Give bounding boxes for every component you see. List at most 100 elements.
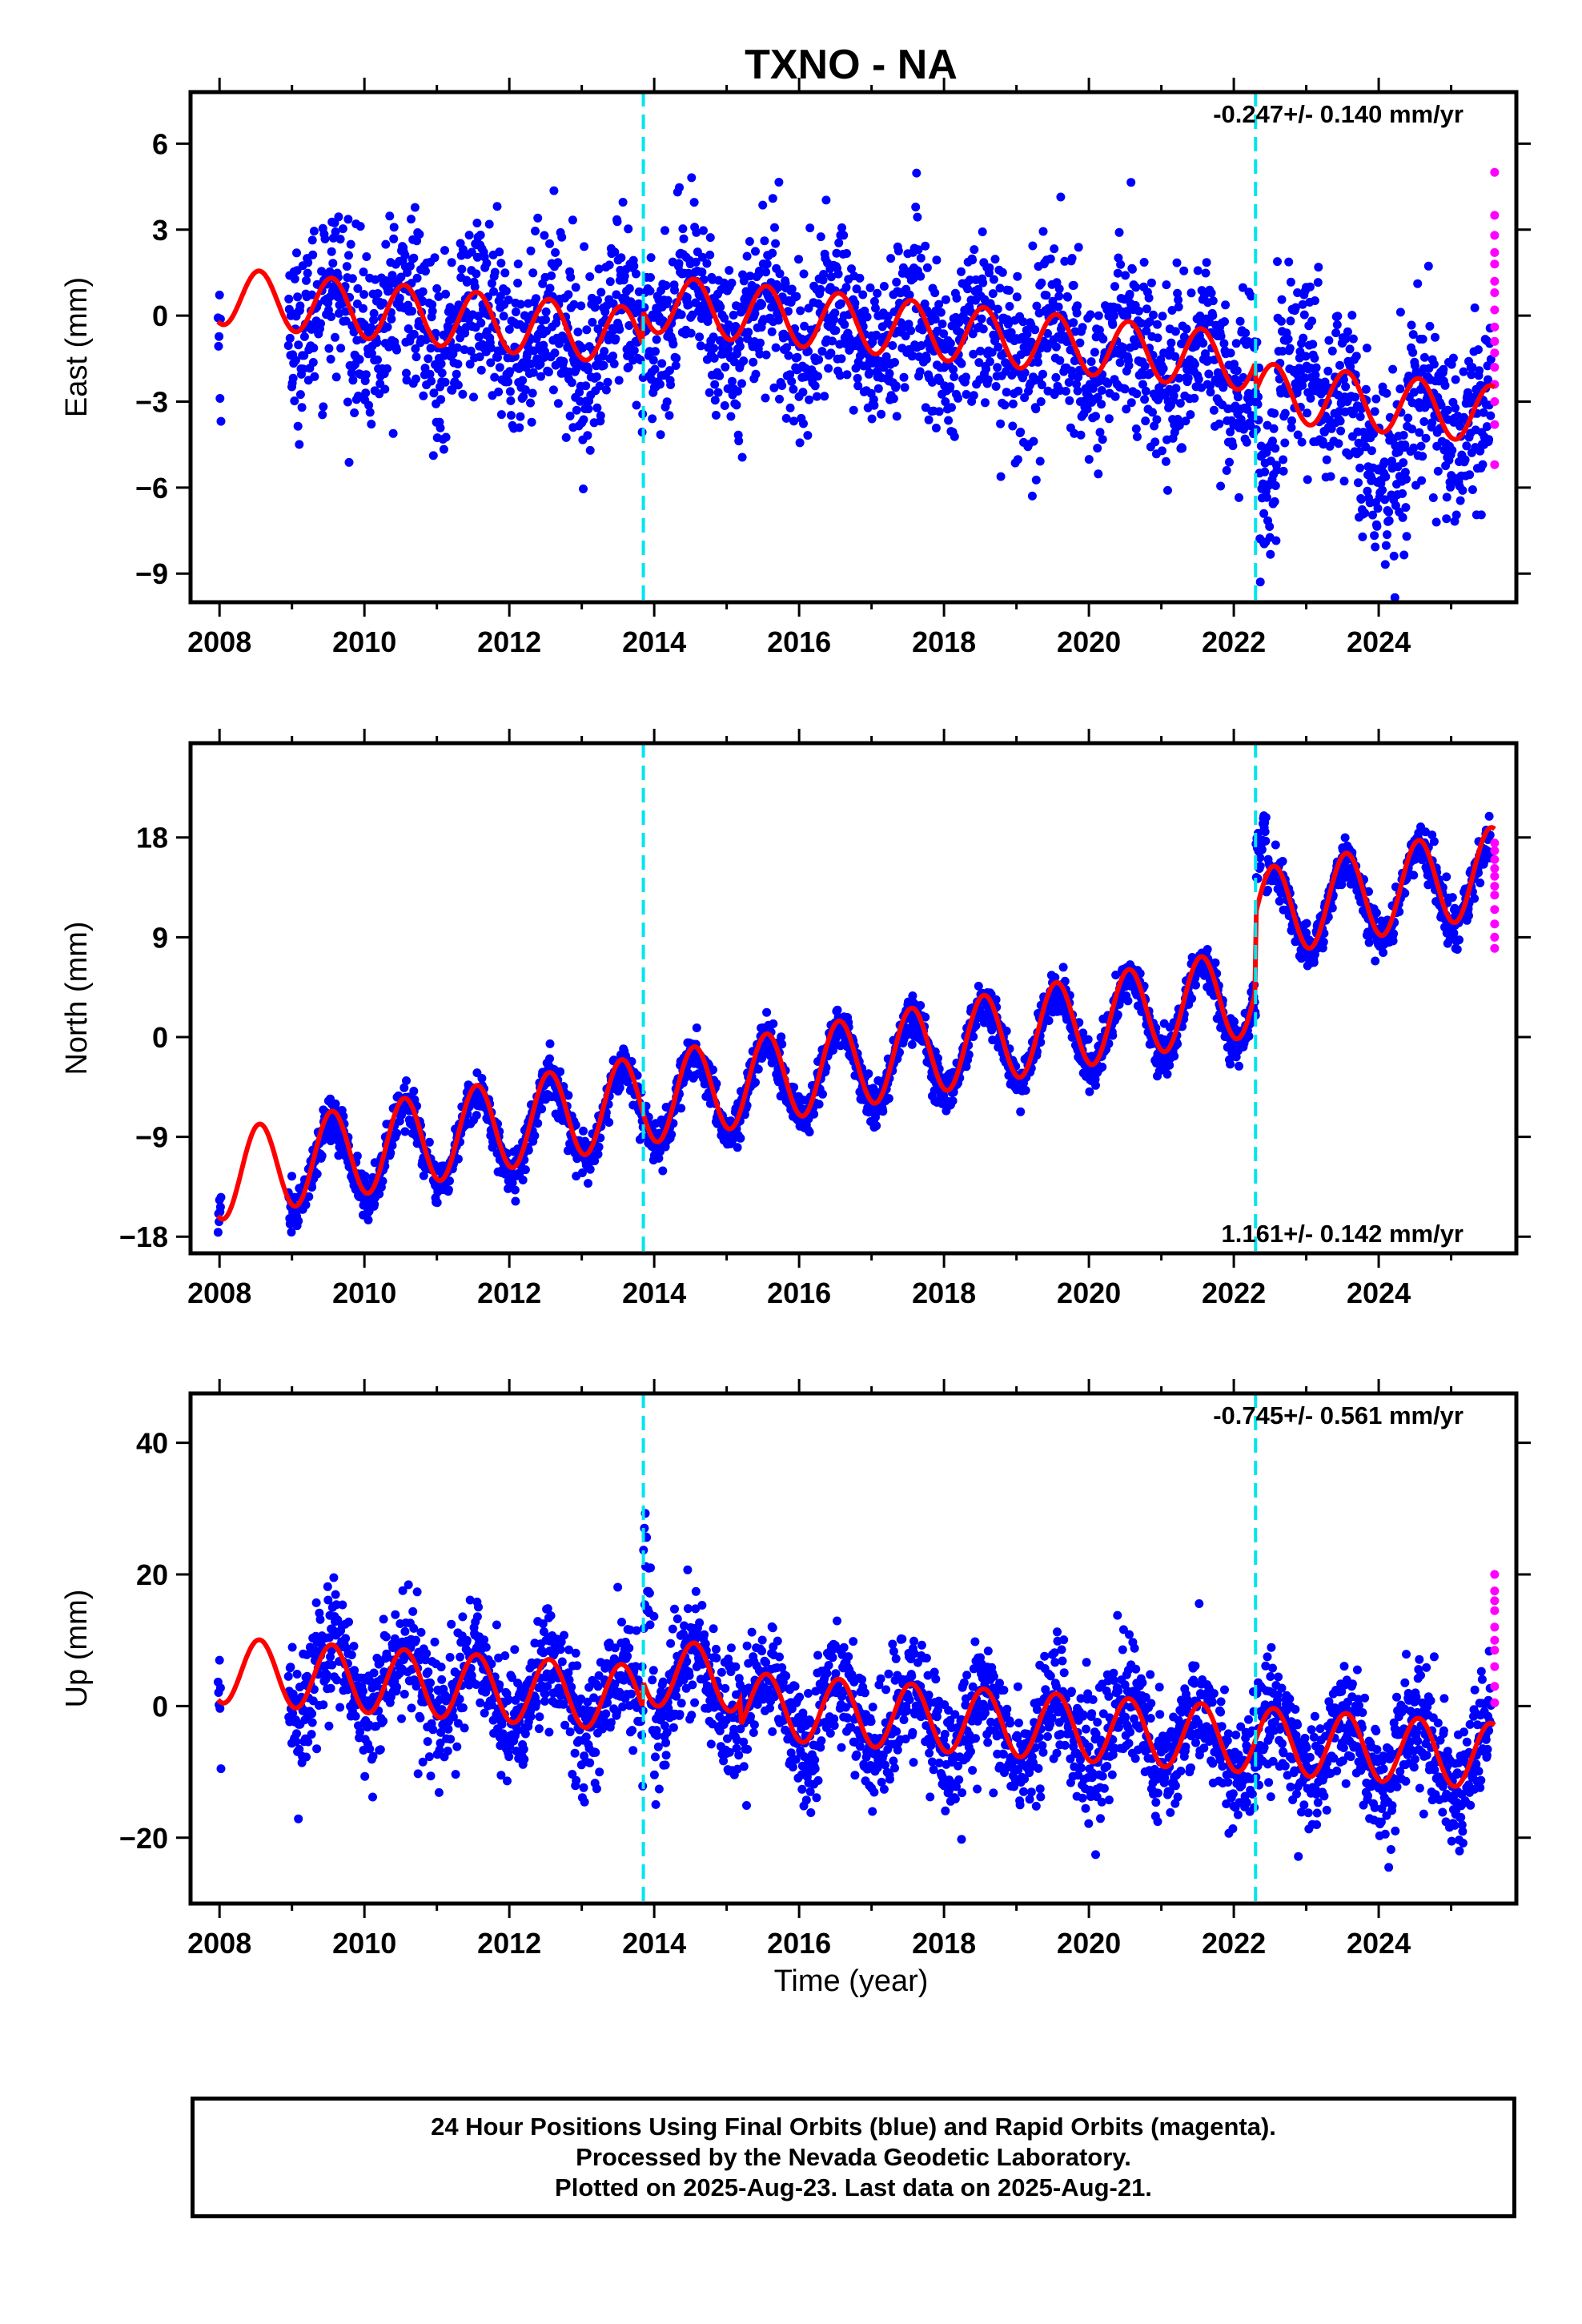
final-orbit-point — [1174, 302, 1183, 312]
final-orbit-point — [819, 270, 829, 279]
final-orbit-point — [1108, 1031, 1118, 1040]
final-orbit-point — [519, 392, 528, 401]
final-orbit-point — [448, 349, 458, 359]
final-orbit-point — [837, 354, 846, 364]
final-orbit-point — [785, 403, 795, 412]
final-orbit-point — [665, 411, 674, 420]
final-orbit-point — [1069, 280, 1078, 290]
final-orbit-point — [1447, 445, 1457, 455]
final-orbit-point — [440, 377, 450, 387]
final-orbit-point — [990, 255, 1000, 264]
final-orbit-point — [1378, 485, 1387, 495]
final-orbit-point — [1388, 364, 1398, 374]
final-orbit-point — [1468, 485, 1477, 494]
final-orbit-point — [1002, 388, 1011, 397]
final-orbit-point — [440, 246, 449, 255]
final-orbit-point — [1030, 325, 1040, 335]
final-orbit-point — [711, 411, 721, 420]
final-orbit-point — [545, 1039, 555, 1048]
final-orbit-point — [1142, 326, 1151, 336]
final-orbit-point — [1423, 261, 1433, 271]
final-orbit-point — [665, 366, 674, 376]
final-orbit-point — [295, 390, 305, 400]
final-orbit-point — [789, 416, 798, 426]
final-orbit-point — [432, 1198, 442, 1208]
final-orbit-point — [466, 346, 476, 356]
final-orbit-point — [611, 334, 620, 344]
final-orbit-point — [981, 398, 990, 408]
final-orbit-point — [1126, 178, 1136, 187]
final-orbit-point — [1216, 481, 1226, 491]
final-orbit-point — [584, 1179, 592, 1188]
final-orbit-point — [1371, 394, 1381, 404]
final-orbit-point — [1476, 446, 1485, 456]
final-orbit-point — [465, 360, 475, 369]
final-orbit-point — [969, 391, 978, 400]
final-orbit-point — [775, 394, 784, 404]
final-orbit-point — [785, 370, 795, 380]
final-orbit-point — [782, 343, 792, 352]
final-orbit-point — [489, 287, 499, 296]
final-orbit-point — [350, 408, 359, 417]
final-orbit-point — [1140, 361, 1150, 371]
final-orbit-point — [457, 264, 467, 274]
final-orbit-point — [319, 402, 328, 412]
final-orbit-point — [596, 287, 606, 297]
final-orbit-point — [709, 344, 719, 353]
final-orbit-point — [215, 314, 225, 324]
final-orbit-point — [1183, 373, 1193, 383]
final-orbit-point — [867, 414, 877, 424]
rapid-orbit-point — [1490, 336, 1500, 346]
final-orbit-point — [911, 203, 921, 211]
y-tick-label: 0 — [152, 300, 168, 332]
final-orbit-point — [1203, 945, 1212, 954]
final-orbit-point — [983, 375, 993, 384]
final-orbit-point — [1276, 316, 1286, 326]
final-orbit-point — [1064, 378, 1074, 387]
final-orbit-point — [1413, 279, 1423, 288]
final-orbit-point — [360, 1172, 370, 1181]
final-orbit-point — [326, 355, 335, 364]
final-orbit-point — [1280, 408, 1290, 418]
final-orbit-point — [472, 219, 482, 227]
final-orbit-point — [1389, 551, 1399, 561]
final-orbit-point — [1407, 320, 1416, 330]
final-orbit-point — [744, 328, 753, 337]
final-orbit-point — [370, 1200, 379, 1209]
final-orbit-point — [1336, 426, 1346, 436]
final-orbit-point — [1190, 360, 1199, 369]
final-orbit-point — [1043, 328, 1052, 338]
final-orbit-point — [799, 269, 809, 279]
final-orbit-point — [1402, 532, 1411, 541]
final-orbit-point — [299, 332, 309, 341]
final-orbit-point — [1451, 404, 1460, 412]
final-orbit-point — [581, 381, 591, 391]
final-orbit-point — [504, 324, 514, 334]
y-tick-label: 3 — [152, 214, 168, 247]
final-orbit-point — [1207, 288, 1216, 298]
final-orbit-point — [671, 361, 681, 370]
final-orbit-point — [1074, 243, 1083, 252]
final-orbit-point — [879, 282, 889, 291]
final-orbit-point — [1000, 400, 1010, 410]
final-orbit-point — [568, 215, 577, 225]
final-orbit-point — [494, 387, 504, 396]
final-orbit-point — [818, 1089, 827, 1099]
final-orbit-point — [216, 416, 226, 426]
final-orbit-point — [404, 324, 413, 333]
final-orbit-point — [1221, 300, 1231, 310]
final-orbit-point — [495, 247, 504, 257]
final-orbit-point — [508, 1178, 517, 1188]
final-orbit-point — [745, 271, 755, 281]
final-orbit-point — [1114, 253, 1123, 263]
final-orbit-point — [308, 358, 318, 367]
final-orbit-point — [520, 1165, 530, 1175]
final-orbit-point — [898, 263, 908, 272]
final-orbit-point — [392, 345, 401, 355]
final-orbit-point — [1383, 530, 1391, 540]
final-orbit-point — [840, 320, 849, 329]
final-orbit-point — [977, 314, 986, 324]
final-orbit-point — [839, 231, 849, 240]
final-orbit-point — [678, 224, 688, 234]
final-orbit-point — [1022, 329, 1032, 339]
